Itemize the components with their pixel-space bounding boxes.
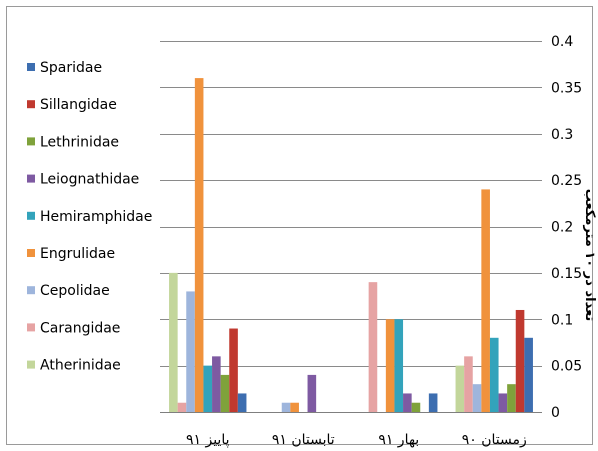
y-tick-label: 0.25 [551,173,582,189]
bar-carangidae-3 [368,282,378,412]
legend-swatch [27,211,35,220]
bar-sparidae-3 [428,393,438,412]
bar-engrulidae-1 [194,78,204,412]
legend-swatch [27,323,35,332]
bar-engrulidae-4 [481,189,490,412]
legend-swatch [27,249,35,257]
category-label: بهار ۹۱ [378,432,419,448]
bar-atherinidae-4 [455,365,465,412]
bar-engrulidae-3 [385,319,395,412]
legend-label: Carangidae [40,320,120,336]
legend-label: Cepolidae [40,283,110,299]
legend-label: Sillangidae [40,97,117,113]
y-tick-label: 0.1 [551,312,573,328]
y-tick-label: 0.3 [551,127,573,143]
bar-hemiramphidae-3 [394,319,404,412]
bars [169,78,533,412]
legend-swatch [27,174,35,183]
bar-lethrinidae-1 [220,374,230,412]
y-tick-label: 0.4 [551,34,573,50]
y-tick-label: 0 [551,405,560,421]
bar-engrulidae-2 [290,402,299,412]
category-label: پاییز ۹۱ [186,432,230,448]
bar-lethrinidae-3 [411,402,421,412]
x-axis-categories: پاییز ۹۱ تابستان ۹۱ بهار ۹۱ زمستان ۹۰ [186,432,527,448]
bar-cepolidae-1 [186,291,195,412]
legend-label: Hemiramphidae [40,209,152,225]
legend-swatch [27,360,35,369]
legend-label: Lethrinidae [40,134,119,150]
y-tick-label: 0.05 [551,359,582,375]
legend: Sparidae Sillangidae Lethrinidae Leiognathi… [27,60,152,374]
bar-sillangidae-1 [229,328,238,412]
gridlines [160,41,542,413]
bar-hemiramphidae-4 [489,337,499,412]
bar-cepolidae-2 [281,402,291,412]
legend-swatch [27,100,35,109]
bar-leiognathidae-1 [212,356,221,412]
legend-label: Sparidae [40,60,102,76]
legend-label: Engrulidae [40,246,115,262]
bar-sillangidae-4 [515,309,525,412]
y-tick-label: 0.15 [551,266,582,282]
y-axis-ticks: 0 0.05 0.1 0.15 0.2 0.25 0.3 0.35 0.4 [551,34,582,421]
bar-leiognathidae-4 [498,393,508,412]
bar-carangidae-1 [177,402,187,412]
bar-lethrinidae-4 [507,384,516,412]
legend-swatch [27,63,35,71]
y-tick-label: 0.35 [551,80,582,96]
legend-swatch [27,286,35,295]
bar-leiognathidae-2 [307,374,317,412]
category-label: زمستان ۹۰ [462,432,527,448]
bar-hemiramphidae-1 [203,365,213,412]
bar-carangidae-4 [464,356,473,412]
legend-swatch [27,137,35,146]
legend-label: Leiognathidae [40,172,139,188]
bar-sparidae-1 [237,393,247,412]
bar-atherinidae-1 [169,272,178,412]
bar-cepolidae-4 [472,384,482,412]
legend-label: Atherinidae [40,358,121,374]
y-axis-label: تعداد در ۱۰ مترمکعب [582,189,597,322]
bar-sparidae-4 [524,337,533,412]
category-label: تابستان ۹۱ [272,432,335,448]
chart-border [6,6,593,445]
y-tick-label: 0.2 [551,220,573,236]
bar-leiognathidae-3 [403,393,412,412]
